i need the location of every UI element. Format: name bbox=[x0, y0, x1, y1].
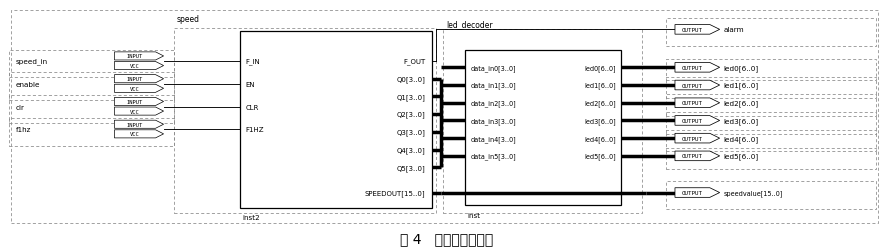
Text: inst: inst bbox=[468, 212, 481, 218]
Text: OUTPUT: OUTPUT bbox=[682, 101, 703, 106]
Text: F_IN: F_IN bbox=[246, 58, 260, 65]
Polygon shape bbox=[114, 121, 164, 129]
Text: data_in2[3..0]: data_in2[3..0] bbox=[470, 100, 516, 107]
Polygon shape bbox=[675, 81, 720, 90]
Bar bbox=[240, 32, 432, 208]
Text: VCC: VCC bbox=[131, 132, 139, 137]
Text: INPUT: INPUT bbox=[127, 54, 143, 59]
Text: F1HZ: F1HZ bbox=[246, 127, 265, 133]
Text: led4[6..0]: led4[6..0] bbox=[585, 135, 616, 142]
Polygon shape bbox=[114, 75, 164, 83]
Polygon shape bbox=[114, 98, 164, 106]
Polygon shape bbox=[675, 116, 720, 126]
Text: speed_in: speed_in bbox=[16, 58, 48, 65]
Text: led1[6..0]: led1[6..0] bbox=[723, 82, 758, 89]
Polygon shape bbox=[675, 134, 720, 143]
Polygon shape bbox=[675, 151, 720, 161]
Text: 图 4   速度检测原理图: 图 4 速度检测原理图 bbox=[401, 231, 493, 245]
Bar bbox=[9, 73, 174, 101]
Text: led0[6..0]: led0[6..0] bbox=[585, 65, 616, 71]
Bar bbox=[666, 60, 876, 81]
Text: VCC: VCC bbox=[131, 64, 139, 69]
Text: led_decoder: led_decoder bbox=[446, 20, 493, 29]
Text: led3[6..0]: led3[6..0] bbox=[585, 118, 616, 124]
Text: alarm: alarm bbox=[723, 27, 744, 33]
Bar bbox=[666, 181, 876, 209]
Text: led4[6..0]: led4[6..0] bbox=[723, 135, 758, 142]
Text: Q4[3..0]: Q4[3..0] bbox=[397, 147, 426, 153]
Text: enable: enable bbox=[16, 81, 40, 87]
Text: inst2: inst2 bbox=[242, 214, 260, 220]
Bar bbox=[11, 11, 878, 223]
Text: led3[6..0]: led3[6..0] bbox=[723, 118, 758, 124]
Text: Q5[3..0]: Q5[3..0] bbox=[397, 164, 426, 171]
Text: data_in3[3..0]: data_in3[3..0] bbox=[470, 118, 516, 124]
Text: VCC: VCC bbox=[131, 109, 139, 114]
Text: clr: clr bbox=[16, 104, 25, 110]
Text: INPUT: INPUT bbox=[127, 100, 143, 105]
Text: led5[6..0]: led5[6..0] bbox=[585, 153, 616, 160]
Bar bbox=[465, 50, 621, 205]
Bar bbox=[174, 29, 436, 213]
Text: led2[6..0]: led2[6..0] bbox=[585, 100, 616, 107]
Text: led1[6..0]: led1[6..0] bbox=[585, 82, 616, 89]
Polygon shape bbox=[114, 130, 164, 138]
Text: f1hz: f1hz bbox=[16, 127, 31, 133]
Bar bbox=[9, 50, 174, 78]
Text: OUTPUT: OUTPUT bbox=[682, 190, 703, 195]
Bar bbox=[666, 95, 876, 116]
Text: OUTPUT: OUTPUT bbox=[682, 136, 703, 141]
Text: CLR: CLR bbox=[246, 104, 259, 110]
Text: INPUT: INPUT bbox=[127, 122, 143, 127]
Bar bbox=[666, 77, 876, 99]
Bar bbox=[666, 148, 876, 169]
Text: led2[6..0]: led2[6..0] bbox=[723, 100, 758, 107]
Text: INPUT: INPUT bbox=[127, 77, 143, 82]
Text: EN: EN bbox=[246, 81, 256, 87]
Text: speedvalue[15..0]: speedvalue[15..0] bbox=[723, 190, 782, 196]
Bar bbox=[666, 19, 876, 47]
Text: data_in0[3..0]: data_in0[3..0] bbox=[470, 65, 516, 71]
Text: Q2[3..0]: Q2[3..0] bbox=[397, 111, 426, 118]
Polygon shape bbox=[114, 85, 164, 93]
Polygon shape bbox=[675, 99, 720, 108]
Polygon shape bbox=[675, 25, 720, 35]
Bar bbox=[666, 113, 876, 134]
Polygon shape bbox=[114, 53, 164, 61]
Polygon shape bbox=[114, 108, 164, 116]
Text: led5[6..0]: led5[6..0] bbox=[723, 153, 758, 160]
Polygon shape bbox=[675, 63, 720, 73]
Text: Q1[3..0]: Q1[3..0] bbox=[397, 94, 426, 100]
Bar bbox=[443, 30, 642, 213]
Polygon shape bbox=[114, 62, 164, 70]
Text: data_in4[3..0]: data_in4[3..0] bbox=[470, 135, 516, 142]
Text: led0[6..0]: led0[6..0] bbox=[723, 65, 758, 71]
Text: data_in1[3..0]: data_in1[3..0] bbox=[470, 82, 516, 89]
Text: OUTPUT: OUTPUT bbox=[682, 66, 703, 71]
Text: speed: speed bbox=[177, 14, 200, 23]
Text: data_in5[3..0]: data_in5[3..0] bbox=[470, 153, 516, 160]
Text: VCC: VCC bbox=[131, 86, 139, 91]
Bar bbox=[9, 96, 174, 123]
Text: OUTPUT: OUTPUT bbox=[682, 154, 703, 159]
Text: SPEEDOUT[15..0]: SPEEDOUT[15..0] bbox=[365, 190, 426, 196]
Text: OUTPUT: OUTPUT bbox=[682, 118, 703, 123]
Text: Q0[3..0]: Q0[3..0] bbox=[397, 76, 426, 83]
Bar bbox=[9, 118, 174, 146]
Text: OUTPUT: OUTPUT bbox=[682, 83, 703, 88]
Text: Q3[3..0]: Q3[3..0] bbox=[397, 129, 426, 136]
Text: F_OUT: F_OUT bbox=[403, 58, 426, 65]
Text: OUTPUT: OUTPUT bbox=[682, 28, 703, 33]
Bar bbox=[666, 130, 876, 152]
Polygon shape bbox=[675, 188, 720, 198]
